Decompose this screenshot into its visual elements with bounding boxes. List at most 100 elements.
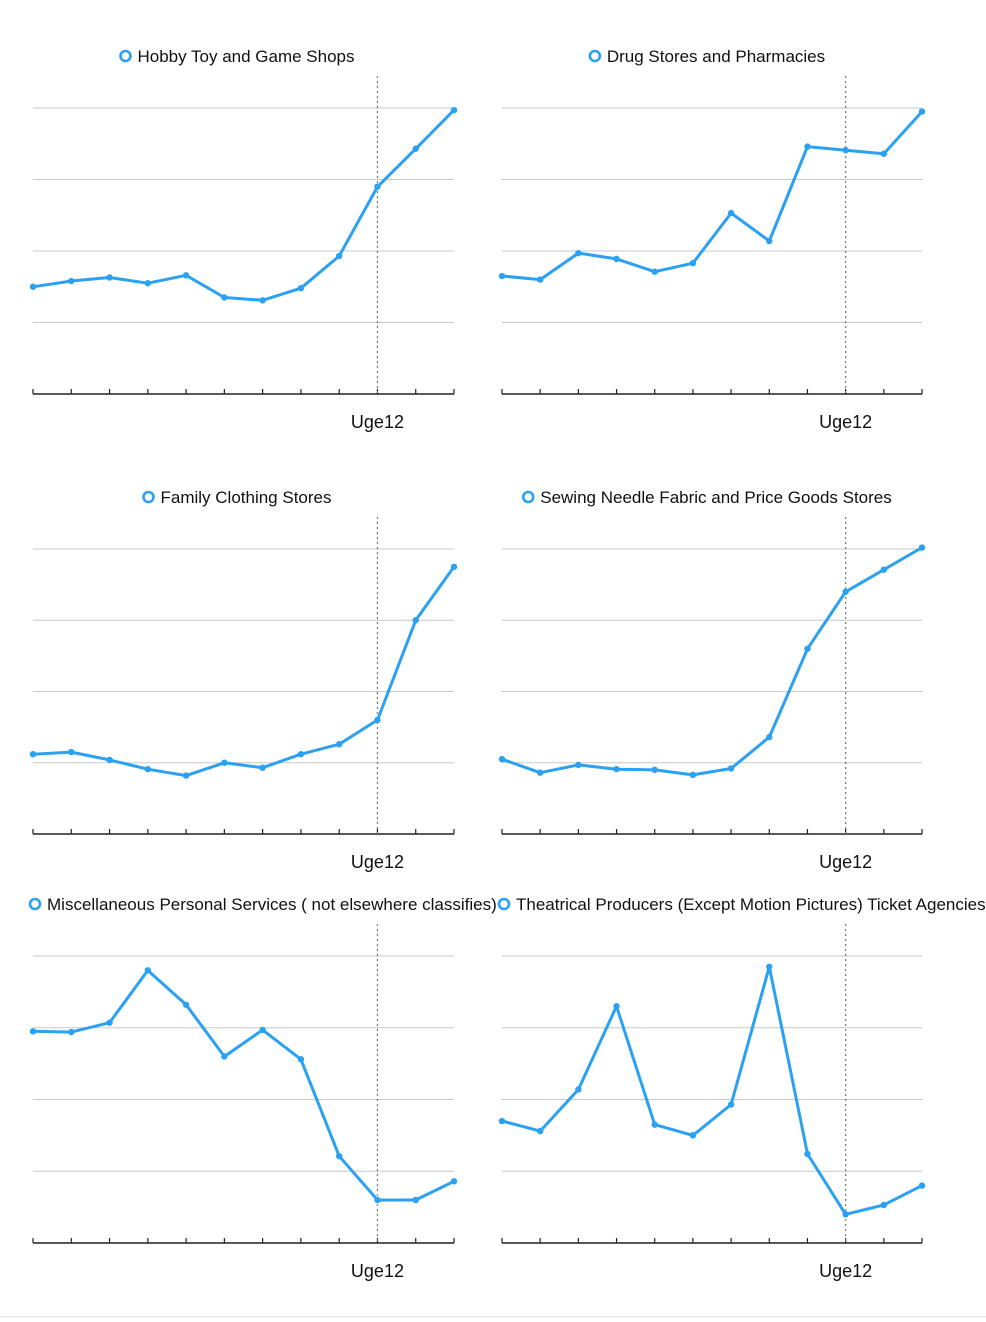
data-point: [498, 272, 506, 280]
legend-label: Hobby Toy and Game Shops: [137, 47, 354, 66]
legend-label: Theatrical Producers (Except Motion Pict…: [516, 895, 986, 914]
chart-panel: Uge12 Sewing Needle Fabric and Price Good…: [498, 488, 926, 872]
x-tick-label: Uge12: [819, 852, 872, 872]
data-point: [918, 544, 926, 551]
data-point: [804, 645, 811, 652]
data-point: [766, 733, 773, 741]
data-point: [651, 1121, 658, 1128]
data-point: [689, 259, 697, 267]
data-point: [106, 274, 113, 281]
data-point: [29, 751, 37, 758]
data-point: [689, 1132, 697, 1139]
legend-marker-icon: [521, 490, 535, 504]
chart-panel: Uge12 Drug Stores and Pharmacies: [498, 47, 926, 432]
data-point: [450, 1178, 458, 1185]
chart-panel: Uge12 Family Clothing Stores: [29, 488, 458, 872]
data-point: [918, 1182, 926, 1189]
legend-marker-icon: [588, 49, 602, 63]
data-point: [880, 150, 888, 157]
data-point: [259, 764, 266, 771]
data-point: [335, 252, 343, 260]
data-point: [412, 1196, 419, 1204]
legend-marker-icon: [28, 897, 42, 911]
data-point: [766, 237, 773, 245]
legend-label: Drug Stores and Pharmacies: [607, 47, 825, 66]
data-point: [259, 1026, 266, 1034]
data-point: [613, 765, 620, 773]
data-point: [450, 106, 458, 114]
data-point: [575, 249, 582, 257]
data-point: [842, 588, 849, 595]
data-point: [766, 963, 773, 970]
x-tick-label: Uge12: [351, 412, 404, 432]
data-point: [374, 183, 381, 190]
data-point: [412, 145, 419, 152]
legend-label: Sewing Needle Fabric and Price Goods Sto…: [540, 488, 892, 507]
data-point: [450, 563, 458, 571]
series-line: [31, 565, 456, 778]
data-point: [498, 755, 506, 763]
data-point: [374, 1196, 381, 1204]
data-point: [575, 1086, 582, 1093]
data-point: [536, 276, 544, 283]
data-point: [536, 769, 544, 776]
data-point: [144, 279, 152, 287]
legend-label: Miscellaneous Personal Services ( not el…: [47, 895, 497, 914]
data-point: [412, 617, 419, 624]
data-point: [221, 294, 228, 301]
bottom-divider: [0, 1316, 986, 1317]
data-point: [880, 1201, 888, 1209]
data-point: [182, 1001, 190, 1008]
data-point: [727, 209, 735, 217]
legend: Drug Stores and Pharmacies: [588, 47, 825, 66]
data-point: [374, 716, 381, 724]
data-point: [918, 108, 926, 115]
data-point: [335, 741, 343, 748]
data-point: [106, 1019, 113, 1026]
series-line: [31, 108, 456, 302]
legend-marker-icon: [497, 897, 511, 911]
chart-panel: Uge12 Hobby Toy and Game Shops: [29, 47, 458, 432]
data-point: [651, 268, 658, 275]
data-point: [536, 1127, 544, 1135]
data-point: [335, 1152, 343, 1160]
data-point: [804, 1150, 811, 1158]
x-tick-label: Uge12: [819, 1261, 872, 1281]
data-point: [68, 748, 75, 756]
legend-marker-icon: [142, 490, 155, 504]
x-tick-label: Uge12: [819, 412, 872, 432]
data-point: [727, 765, 735, 772]
x-tick-label: Uge12: [351, 852, 404, 872]
data-point: [68, 277, 75, 285]
data-point: [68, 1028, 75, 1036]
data-point: [29, 283, 37, 290]
legend-label: Family Clothing Stores: [160, 488, 331, 507]
data-point: [182, 272, 190, 279]
data-point: [144, 967, 152, 974]
data-point: [575, 761, 582, 769]
series-line: [500, 546, 924, 777]
data-point: [880, 566, 888, 573]
data-point: [651, 766, 658, 774]
data-point: [106, 756, 113, 764]
data-point: [842, 1211, 849, 1218]
series-line: [31, 968, 456, 1202]
data-point: [727, 1101, 735, 1108]
legend: Hobby Toy and Game Shops: [119, 47, 355, 66]
data-point: [297, 1056, 305, 1063]
data-point: [221, 1053, 228, 1060]
data-point: [498, 1117, 506, 1125]
data-point: [804, 143, 811, 150]
data-point: [29, 1028, 37, 1035]
legend: Family Clothing Stores: [142, 488, 332, 507]
legend-marker-icon: [119, 49, 132, 63]
legend: Theatrical Producers (Except Motion Pict…: [497, 895, 986, 914]
data-point: [613, 255, 620, 263]
data-point: [259, 297, 266, 304]
legend: Miscellaneous Personal Services ( not el…: [28, 895, 497, 914]
data-point: [689, 771, 697, 779]
data-point: [613, 1003, 620, 1010]
data-point: [144, 765, 152, 773]
data-point: [297, 751, 305, 758]
